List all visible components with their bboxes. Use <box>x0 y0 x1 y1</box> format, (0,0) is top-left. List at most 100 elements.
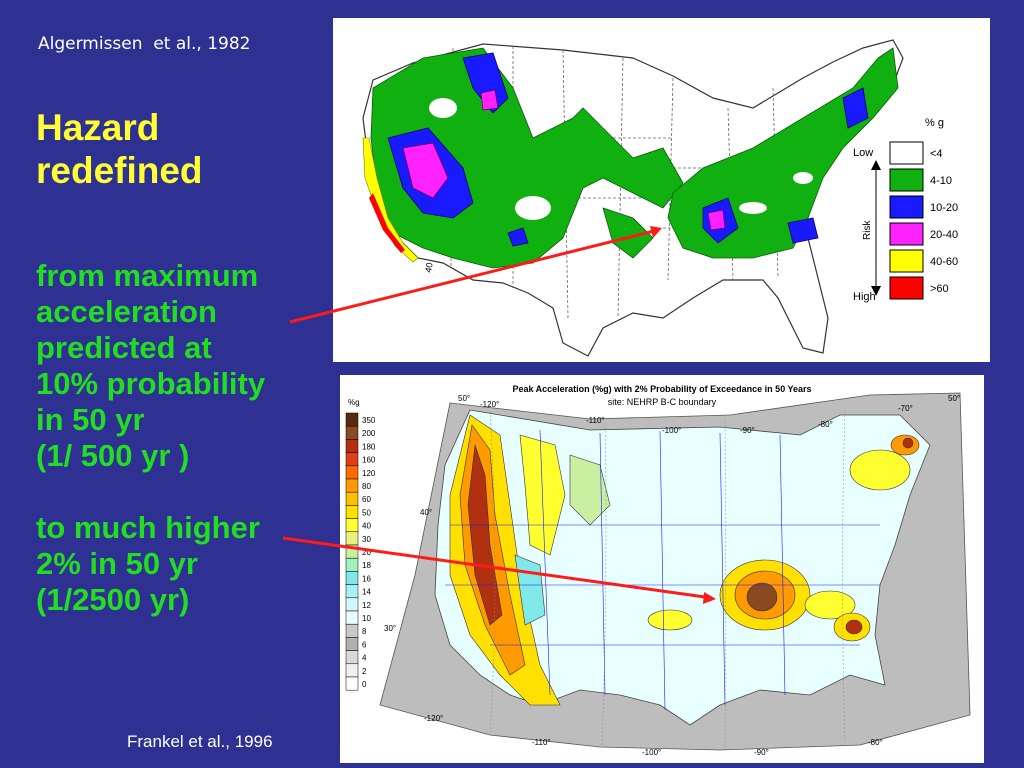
legend-swatch <box>889 195 924 219</box>
scale-label: 30 <box>362 535 371 544</box>
map2-subtitle: site: NEHRP B-C boundary <box>608 397 717 407</box>
graticule-label: -100° <box>642 748 661 757</box>
body-line: predicted at <box>36 330 212 365</box>
scale-swatch <box>345 623 359 638</box>
scale-label: 0 <box>362 680 367 689</box>
body-line: in 50 yr <box>36 402 145 437</box>
slide-title: Hazard redefined <box>36 106 203 192</box>
paragraph-gap <box>36 474 265 510</box>
scale-label: 10 <box>362 614 371 623</box>
scale-label: 50 <box>362 508 371 517</box>
body-line: from maximum <box>36 258 259 293</box>
scale-label: 120 <box>362 469 376 478</box>
map1-legend: % g Low High Risk <4 4-10 10-20 20-40 40-60 >… <box>853 117 958 303</box>
scale-swatch <box>345 557 359 572</box>
map2-eastern-zones <box>647 434 920 642</box>
scale-swatch <box>345 412 359 427</box>
scale-label: 160 <box>362 456 376 465</box>
graticule-label: 40° <box>420 508 432 517</box>
legend-swatch <box>889 141 924 165</box>
body-line: 2% in 50 yr <box>36 546 198 581</box>
graticule-label: -110° <box>532 738 551 747</box>
title-line: redefined <box>36 150 203 191</box>
graticule-label: 50° <box>948 394 960 403</box>
scale-swatch <box>345 425 359 440</box>
hazard-map-1982: 40 % g Low High Risk <4 4-10 10-20 20-40 40-… <box>333 18 990 362</box>
scale-label: 14 <box>362 588 371 597</box>
scale-label: 2 <box>362 667 367 676</box>
scale-label: 40 <box>362 522 371 531</box>
legend-swatch <box>889 168 924 192</box>
graticule-label: -70° <box>898 404 913 413</box>
scale-swatch <box>345 518 359 533</box>
zone-over-60 <box>369 193 405 253</box>
scale-swatch <box>345 439 359 453</box>
graticule-label: -100° <box>662 426 681 435</box>
scale-label: 60 <box>362 495 371 504</box>
legend-high: High <box>853 291 876 303</box>
scale-swatch <box>345 650 359 665</box>
zone-10-20 <box>387 52 869 247</box>
graticule-label: -120° <box>424 714 443 723</box>
scale-label: 16 <box>362 574 371 583</box>
legend-header: % g <box>925 117 944 129</box>
zone-20-40 <box>402 89 726 231</box>
latitude-label: 40 <box>423 262 435 274</box>
body-line: 10% probability <box>36 366 266 401</box>
legend-swatch <box>889 276 924 300</box>
scale-swatch <box>345 597 359 612</box>
scale-label: 6 <box>362 640 367 649</box>
scale-swatch <box>345 505 359 519</box>
scale-unit: %g <box>348 398 360 407</box>
body-line: (1/2500 yr) <box>36 582 190 617</box>
scale-swatch <box>345 676 359 691</box>
legend-label: 10-20 <box>930 202 958 214</box>
scale-swatch <box>345 637 359 651</box>
legend-swatch <box>889 222 924 246</box>
graticule-label: -110° <box>586 416 605 425</box>
legend-label: 40-60 <box>930 256 958 268</box>
scale-label: 80 <box>362 482 371 491</box>
scale-swatch <box>345 610 359 625</box>
body-line: (1/ 500 yr ) <box>36 438 190 473</box>
map2-title: Peak Acceleration (%g) with 2% Probabili… <box>512 384 811 394</box>
scale-swatch <box>345 584 359 599</box>
graticule-label: -120° <box>480 400 499 409</box>
graticule-label: -80° <box>818 420 833 429</box>
scale-swatch <box>345 465 359 480</box>
scale-label: 200 <box>362 429 376 438</box>
scale-swatch <box>345 663 359 678</box>
legend-label: 4-10 <box>930 175 952 187</box>
citation-algermissen: Algermissen et al., 1982 <box>38 34 251 54</box>
scale-swatch <box>345 452 359 467</box>
graticule-label: 50° <box>458 394 470 403</box>
scale-swatch <box>345 478 359 493</box>
graticule-label: -80° <box>868 738 883 747</box>
scale-label: 20 <box>362 548 371 557</box>
scale-swatch <box>345 491 359 506</box>
slide-body: from maximum acceleration predicted at 1… <box>36 258 265 618</box>
legend-label: >60 <box>930 283 949 295</box>
color-scale: 3502001801601208060504030201816141210864… <box>345 412 376 691</box>
scale-label: 8 <box>362 627 367 636</box>
legend-label: <4 <box>930 148 943 160</box>
graticule-label: 30° <box>384 624 396 633</box>
scale-swatch <box>345 544 359 559</box>
graticule-label: -90° <box>740 426 755 435</box>
legend-swatch <box>889 249 924 273</box>
scale-swatch <box>345 571 359 585</box>
scale-label: 180 <box>362 442 376 451</box>
scale-label: 12 <box>362 601 371 610</box>
legend-risk: Risk <box>862 220 873 240</box>
hazard-map-1996: Peak Acceleration (%g) with 2% Probabili… <box>340 375 984 763</box>
body-line: acceleration <box>36 294 217 329</box>
scale-label: 4 <box>362 654 367 663</box>
graticule-label: -90° <box>754 748 769 757</box>
legend-low: Low <box>853 147 873 159</box>
scale-label: 350 <box>362 416 376 425</box>
scale-label: 18 <box>362 561 371 570</box>
title-line: Hazard <box>36 107 160 148</box>
scale-swatch <box>345 531 359 546</box>
legend-label: 20-40 <box>930 229 958 241</box>
body-line: to much higher <box>36 510 260 545</box>
